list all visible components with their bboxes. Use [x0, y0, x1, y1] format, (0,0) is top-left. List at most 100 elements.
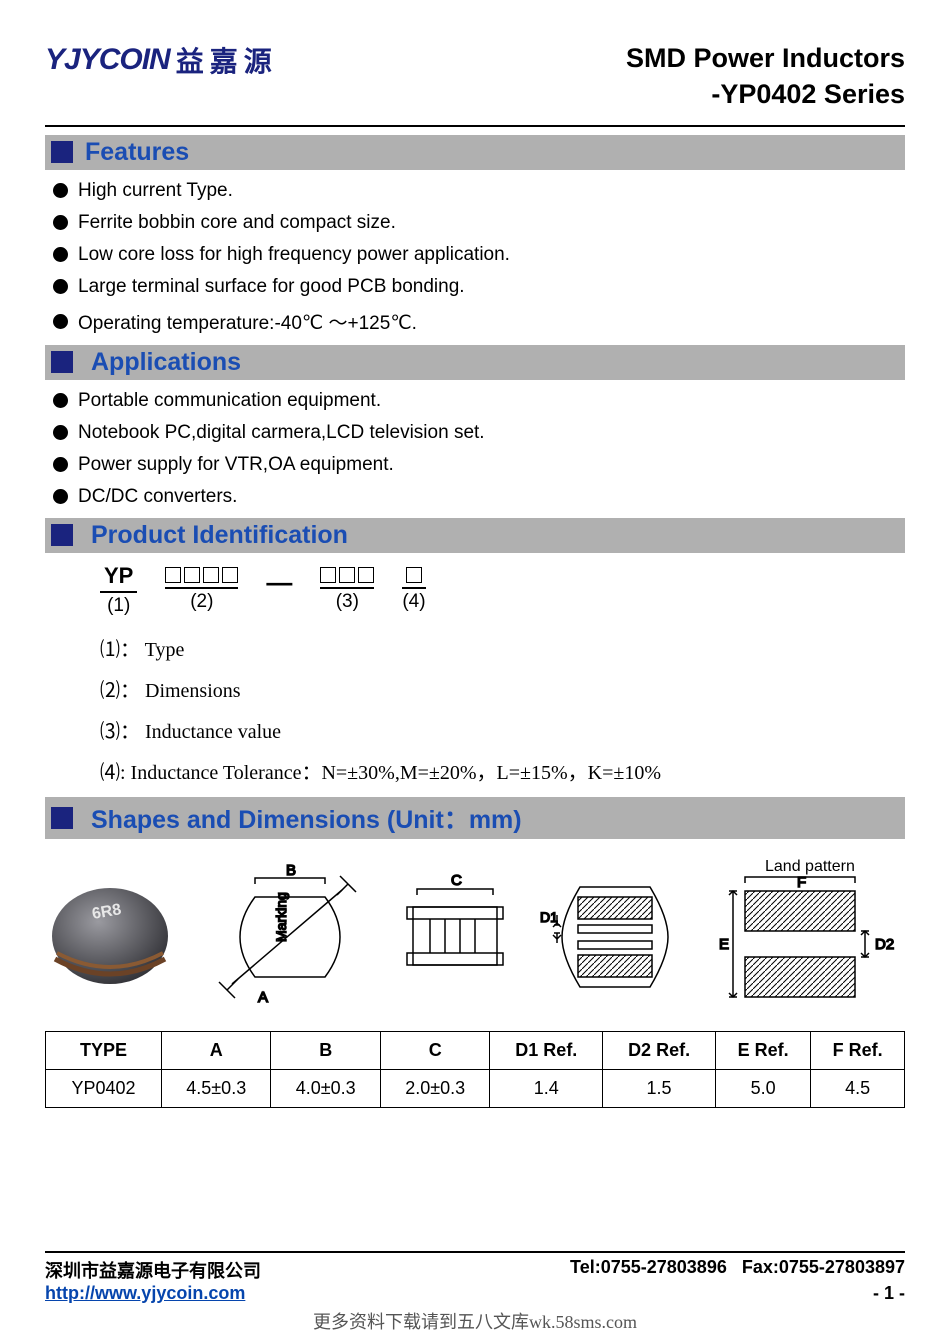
list-item: Low core loss for high frequency power a…: [53, 244, 905, 266]
table-header-cell: D1 Ref.: [490, 1031, 603, 1069]
table-cell: 1.5: [603, 1069, 716, 1107]
legend-row-3: ⑶： Inductance value: [100, 715, 905, 744]
bullet-icon: [53, 393, 68, 408]
pid-p4-bot: (4): [402, 589, 425, 613]
svg-text:Marking: Marking: [273, 892, 289, 942]
table-cell: 4.5: [811, 1069, 905, 1107]
legend-row-1: ⑴： Type: [100, 633, 905, 662]
svg-text:F: F: [797, 874, 806, 891]
title-line-2: -YP0402 Series: [626, 76, 905, 112]
legend-row-2: ⑵： Dimensions: [100, 674, 905, 703]
logo-text-cn: 益嘉源: [176, 40, 278, 80]
list-item: Large terminal surface for good PCB bond…: [53, 276, 905, 298]
bullet-icon: [53, 215, 68, 230]
list-item-text: Operating temperature:-40℃ ～+125℃.: [78, 308, 417, 335]
list-item-text: Low core loss for high frequency power a…: [78, 244, 510, 266]
pid-part-1: YP (1): [100, 563, 137, 617]
list-item: Ferrite bobbin core and compact size.: [53, 212, 905, 234]
contact-block: Tel:0755-27803896 Fax:0755-27803897: [570, 1257, 905, 1283]
table-cell: YP0402: [46, 1069, 162, 1107]
pid-part-3: (3): [320, 567, 374, 613]
table-cell: 4.5±0.3: [162, 1069, 271, 1107]
page-header: YJYCOIN 益嘉源 SMD Power Inductors -YP0402 …: [45, 40, 905, 113]
svg-text:D1: D1: [540, 909, 558, 925]
page-number: - 1 -: [873, 1283, 905, 1304]
table-header-row: TYPEABCD1 Ref.D2 Ref.E Ref.F Ref.: [46, 1031, 905, 1069]
shapes-heading-text: Shapes and Dimensions (Unit：mm): [91, 800, 522, 836]
product-id-heading-text: Product Identification: [91, 521, 348, 550]
features-heading: Features: [45, 135, 905, 170]
placeholder-boxes: [165, 567, 238, 587]
table-header-cell: F Ref.: [811, 1031, 905, 1069]
bullet-icon: [53, 247, 68, 262]
square-icon: [51, 141, 73, 163]
applications-heading-text: Applications: [91, 348, 241, 377]
table-header-cell: C: [380, 1031, 489, 1069]
pid-p2-bot: (2): [190, 589, 213, 613]
square-icon: [51, 524, 73, 546]
table-header-cell: A: [162, 1031, 271, 1069]
page-footer: 深圳市益嘉源电子有限公司 Tel:0755-27803896 Fax:0755-…: [45, 1251, 905, 1304]
list-item: High current Type.: [53, 180, 905, 202]
title-line-1: SMD Power Inductors: [626, 40, 905, 76]
company-name: 深圳市益嘉源电子有限公司: [45, 1257, 261, 1283]
footer-rule: [45, 1251, 905, 1253]
bullet-icon: [53, 425, 68, 440]
features-list: High current Type. Ferrite bobbin core an…: [45, 180, 905, 335]
table-header-cell: B: [271, 1031, 380, 1069]
list-item-text: DC/DC converters.: [78, 486, 237, 508]
table-header-cell: TYPE: [46, 1031, 162, 1069]
product-id-heading: Product Identification: [45, 518, 905, 553]
product-photo: 6R8: [45, 879, 175, 994]
separator-dash: —: [266, 567, 292, 598]
table-cell: 1.4: [490, 1069, 603, 1107]
svg-text:B: B: [286, 862, 296, 879]
svg-text:D2: D2: [875, 936, 894, 953]
tel: Tel:0755-27803896: [570, 1257, 727, 1277]
table-cell: 5.0: [715, 1069, 810, 1107]
list-item-text: Portable communication equipment.: [78, 390, 381, 412]
diagram-land-pattern: Land pattern F E D2: [705, 857, 905, 1017]
header-rule: [45, 125, 905, 127]
placeholder-boxes: [406, 567, 422, 587]
bullet-icon: [53, 457, 68, 472]
pid-part-2: (2): [165, 567, 238, 613]
website-link[interactable]: http://www.yjycoin.com: [45, 1283, 245, 1304]
table-header-cell: E Ref.: [715, 1031, 810, 1069]
table-row: YP04024.5±0.34.0±0.32.0±0.31.41.55.04.5: [46, 1069, 905, 1107]
pid-p1-top: YP: [100, 563, 137, 591]
square-icon: [51, 807, 73, 829]
logo: YJYCOIN 益嘉源: [45, 40, 278, 80]
list-item-text: Large terminal surface for good PCB bond…: [78, 276, 465, 298]
applications-heading: Applications: [45, 345, 905, 380]
list-item-text: Notebook PC,digital carmera,LCD televisi…: [78, 422, 485, 444]
placeholder-boxes: [320, 567, 374, 587]
diagram-footprint: D1: [540, 867, 680, 1007]
list-item-text: Ferrite bobbin core and compact size.: [78, 212, 396, 234]
pid-p3-bot: (3): [336, 589, 359, 613]
watermark-text: 更多资料下载请到五八文库wk.58sms.com: [0, 1308, 950, 1334]
diagram-row: 6R8 B A Marking: [45, 857, 905, 1017]
list-item-text: Power supply for VTR,OA equipment.: [78, 454, 394, 476]
table-cell: 2.0±0.3: [380, 1069, 489, 1107]
pid-legend: ⑴： Type ⑵： Dimensions ⑶： Inductance valu…: [45, 633, 905, 785]
pid-part-4: (4): [402, 567, 425, 613]
bullet-icon: [53, 489, 68, 504]
svg-text:Land pattern: Land pattern: [765, 858, 855, 875]
document-title: SMD Power Inductors -YP0402 Series: [626, 40, 905, 113]
list-item: Notebook PC,digital carmera,LCD televisi…: [53, 422, 905, 444]
svg-text:C: C: [451, 872, 462, 889]
dimensions-table: TYPEABCD1 Ref.D2 Ref.E Ref.F Ref. YP0402…: [45, 1031, 905, 1108]
table-cell: 4.0±0.3: [271, 1069, 380, 1107]
legend-row-4: ⑷: Inductance Tolerance：N=±30%,M=±20%，L=…: [100, 756, 905, 785]
part-number-format: YP (1) (2) — (3) (4): [45, 563, 905, 617]
svg-text:A: A: [258, 989, 268, 1006]
shapes-heading: Shapes and Dimensions (Unit：mm): [45, 797, 905, 839]
fax: Fax:0755-27803897: [742, 1257, 905, 1277]
list-item-text: High current Type.: [78, 180, 233, 202]
square-icon: [51, 351, 73, 373]
pid-p1-bot: (1): [107, 593, 130, 617]
logo-text-en: YJYCOIN: [45, 43, 170, 77]
list-item: Operating temperature:-40℃ ～+125℃.: [53, 308, 905, 335]
bullet-icon: [53, 314, 68, 329]
